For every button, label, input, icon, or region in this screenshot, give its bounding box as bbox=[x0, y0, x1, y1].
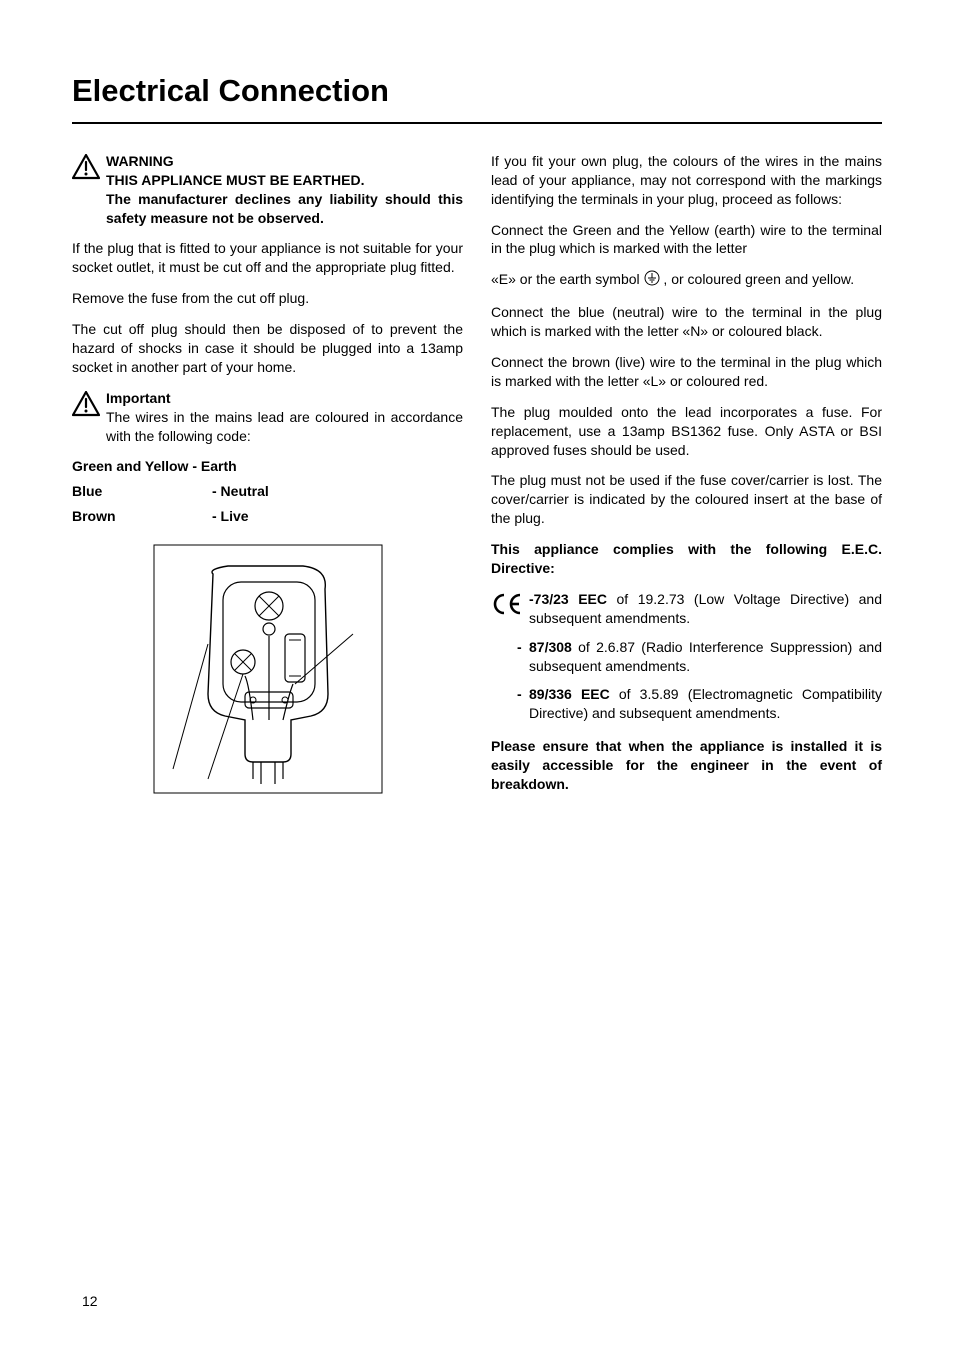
right-p1: If you fit your own plug, the colours of… bbox=[491, 152, 882, 209]
right-p6: The plug must not be used if the fuse co… bbox=[491, 471, 882, 528]
warning-block: WARNING THIS APPLIANCE MUST BE EARTHED. … bbox=[72, 152, 463, 228]
important-body: The wires in the mains lead are coloured… bbox=[106, 408, 463, 446]
left-p3: The cut off plug should then be disposed… bbox=[72, 320, 463, 377]
right-p3: Connect the blue (neutral) wire to the t… bbox=[491, 303, 882, 341]
right-p2a: Connect the Green and the Yellow (earth)… bbox=[491, 221, 882, 259]
wire-earth: Green and Yellow - Earth bbox=[72, 457, 237, 476]
ce-mark-icon bbox=[491, 592, 523, 621]
left-p1: If the plug that is fitted to your appli… bbox=[72, 239, 463, 277]
wire-row-live: Brown - Live bbox=[72, 507, 463, 526]
important-icon bbox=[72, 391, 100, 422]
wire-row-earth: Green and Yellow - Earth bbox=[72, 457, 463, 476]
directive-2-bold: 87/308 bbox=[529, 639, 572, 655]
wire-blue: Blue bbox=[72, 482, 212, 501]
directive-2: 87/308 of 2.6.87 (Radio Interference Sup… bbox=[529, 638, 882, 676]
right-column: If you fit your own plug, the colours of… bbox=[491, 152, 882, 806]
wire-table: Green and Yellow - Earth Blue - Neutral … bbox=[72, 457, 463, 526]
important-heading: Important bbox=[106, 389, 463, 408]
wire-brown: Brown bbox=[72, 507, 212, 526]
plug-diagram-wrap bbox=[72, 544, 463, 794]
page-title: Electrical Connection bbox=[72, 70, 882, 112]
warning-line1: THIS APPLIANCE MUST BE EARTHED. bbox=[106, 171, 463, 190]
important-text: Important The wires in the mains lead ar… bbox=[106, 389, 463, 446]
right-p2c: , or coloured green and yellow. bbox=[663, 271, 854, 287]
plug-diagram bbox=[153, 544, 383, 794]
warning-line2: The manufacturer declines any liability … bbox=[106, 190, 463, 228]
directive-3: 89/336 EEC of 3.5.89 (Electromagnetic Co… bbox=[529, 685, 882, 723]
directive-1-bold: -73/23 EEC bbox=[529, 591, 607, 607]
directive-3-bold: 89/336 EEC bbox=[529, 686, 610, 702]
right-p2-line: «E» or the earth symbol , or coloured gr… bbox=[491, 270, 882, 291]
page-number: 12 bbox=[82, 1292, 98, 1311]
directive-1: -73/23 EEC of 19.2.73 (Low Voltage Direc… bbox=[529, 590, 882, 628]
title-divider bbox=[72, 122, 882, 124]
directive-list: 87/308 of 2.6.87 (Radio Interference Sup… bbox=[491, 638, 882, 724]
earth-symbol-icon bbox=[644, 270, 660, 291]
right-p2b: «E» or the earth symbol bbox=[491, 271, 644, 287]
content-columns: WARNING THIS APPLIANCE MUST BE EARTHED. … bbox=[72, 152, 882, 806]
important-block: Important The wires in the mains lead ar… bbox=[72, 389, 463, 446]
directive-2-rest: of 2.6.87 (Radio Interference Suppressio… bbox=[529, 639, 882, 674]
wire-live: - Live bbox=[212, 507, 249, 526]
compliance-heading: This appliance complies with the followi… bbox=[491, 540, 882, 578]
right-p5: The plug moulded onto the lead incorpora… bbox=[491, 403, 882, 460]
ce-directive-block: -73/23 EEC of 19.2.73 (Low Voltage Direc… bbox=[491, 590, 882, 628]
wire-row-neutral: Blue - Neutral bbox=[72, 482, 463, 501]
warning-heading: WARNING bbox=[106, 152, 463, 171]
wire-neutral: - Neutral bbox=[212, 482, 269, 501]
warning-text: WARNING THIS APPLIANCE MUST BE EARTHED. … bbox=[106, 152, 463, 228]
warning-icon bbox=[72, 154, 100, 185]
left-p2: Remove the fuse from the cut off plug. bbox=[72, 289, 463, 308]
left-column: WARNING THIS APPLIANCE MUST BE EARTHED. … bbox=[72, 152, 463, 806]
right-footer: Please ensure that when the appliance is… bbox=[491, 737, 882, 794]
right-p4: Connect the brown (live) wire to the ter… bbox=[491, 353, 882, 391]
